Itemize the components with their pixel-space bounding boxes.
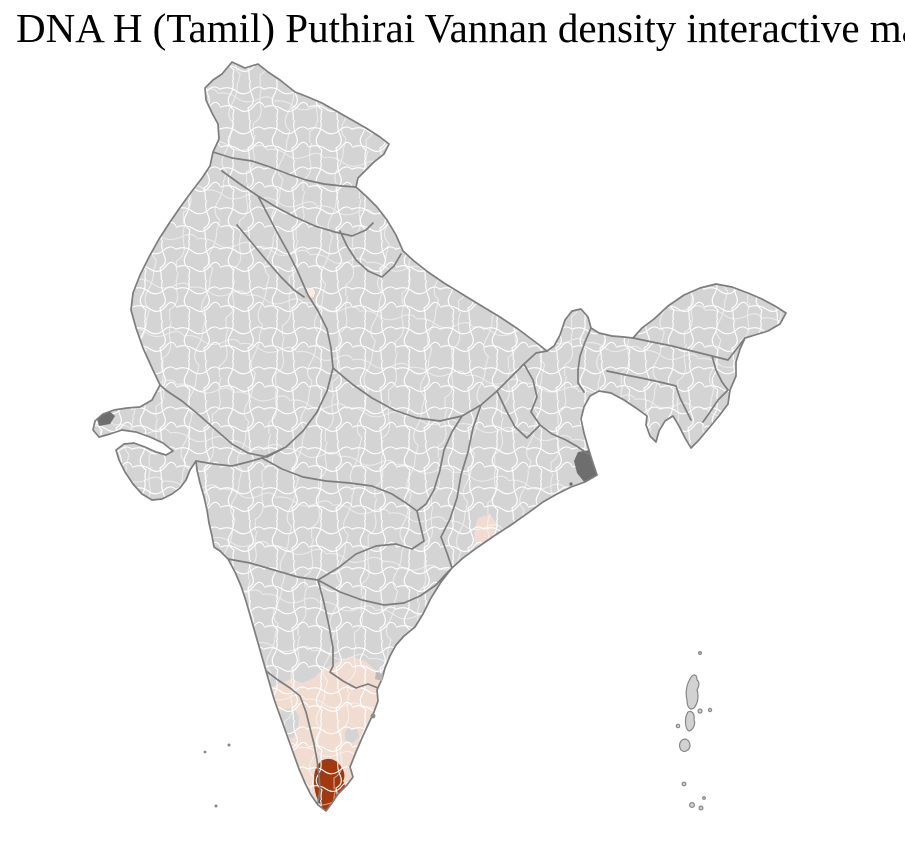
andaman-nicobar-islands[interactable]: [675, 650, 713, 811]
district-borders-mesh-2: [93, 62, 786, 811]
page-title: DNA H (Tamil) Puthirai Vannan density in…: [16, 5, 905, 51]
coastal-enclave-dots: [370, 672, 383, 719]
lakshadweep-islands[interactable]: [203, 743, 231, 808]
